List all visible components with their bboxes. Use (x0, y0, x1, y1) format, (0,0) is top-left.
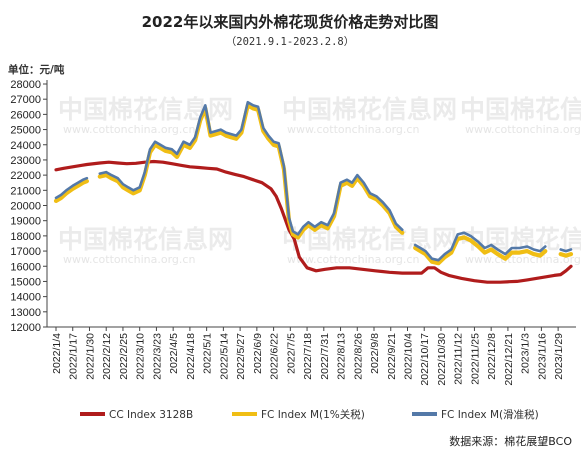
y-tick-labels: 12000 13000 14000 15000 16000 17000 18000 19000… (10, 79, 41, 334)
x-tick-label: 2022/3/23 (151, 333, 163, 380)
series-line-0 (54, 159, 573, 284)
x-tick-label: 2022/4/5 (168, 333, 180, 374)
x-tick-label: 2022/5/14 (218, 333, 230, 380)
watermark-text: 中国棉花信息网 (282, 95, 457, 124)
y-tick-label: 25000 (10, 125, 41, 137)
y-tick-label: 12000 (10, 322, 41, 334)
x-tick-label: 2022/11/12 (453, 333, 465, 385)
chart-title: 2022年以来国内外棉花现货价格走势对比图 (142, 13, 439, 31)
watermark-url: www.cottonchina.org.cn (287, 253, 419, 266)
legend-label-fc-index-1pct: FC Index M(1%关税) (261, 408, 365, 421)
y-tick-label: 27000 (10, 94, 41, 106)
y-tick-label: 26000 (10, 109, 41, 121)
x-tick-label: 2022/6/9 (252, 333, 264, 374)
x-tick-label: 2022/6/22 (269, 333, 281, 380)
y-tick-label: 14000 (10, 292, 41, 304)
watermark-url: www.cottonchina.org.cn (63, 123, 195, 136)
y-axis-unit-label: 单位：元/吨 (8, 63, 65, 76)
x-tick-label: 2022/2/12 (101, 333, 113, 380)
x-tick-label: 2022/2/25 (118, 333, 130, 380)
x-tick-label: 2022/10/30 (436, 333, 448, 386)
y-tick-label: 19000 (10, 216, 41, 228)
watermark-url: www.cottonchina.org.cn (287, 123, 419, 136)
watermark-text: 中国棉花信息网 (282, 225, 457, 254)
x-tick-label: 2022/4/18 (185, 333, 197, 380)
x-tick-label: 2022/8/13 (336, 333, 348, 380)
watermark-url: www.cottonchina.org.cn (465, 123, 581, 136)
x-tick-label: 2022/10/4 (402, 333, 414, 380)
y-tick-label: 23000 (10, 155, 41, 167)
x-tick-label: 2023/1/3 (520, 333, 532, 374)
x-tick-label: 2023/1/29 (553, 333, 565, 380)
y-tick-label: 17000 (10, 246, 41, 258)
legend-label-fc-index-sliding: FC Index M(滑准税) (441, 408, 539, 421)
x-tick-label: 2022/9/21 (386, 333, 398, 380)
x-tick-label: 2023/1/16 (536, 333, 548, 380)
x-tick-label: 2022/7/18 (302, 333, 314, 380)
series-line-2 (54, 100, 573, 262)
y-tick-label: 21000 (10, 185, 41, 197)
x-tick-label: 2022/5/27 (235, 333, 247, 380)
y-tick-label: 22000 (10, 170, 41, 182)
y-tick-label: 15000 (10, 276, 41, 288)
legend: CC Index 3128B FC Index M(1%关税) FC Index… (80, 408, 539, 421)
x-tick-label: 2022/11/25 (469, 333, 481, 385)
x-tick-label: 2022/1/17 (68, 333, 80, 380)
x-tick-label: 2022/1/30 (84, 333, 96, 380)
watermark-text: 中国棉花信息网 (460, 95, 581, 124)
legend-item-fc-index-1pct[interactable]: FC Index M(1%关税) (232, 408, 365, 421)
x-tick-labels: 2022/1/4 2022/1/17 2022/1/30 2022/2/12 2022/… (51, 333, 565, 386)
y-tick-label: 16000 (10, 261, 41, 273)
series-lines (53, 100, 574, 284)
legend-item-fc-index-sliding[interactable]: FC Index M(滑准税) (412, 408, 539, 421)
y-tick-label: 24000 (10, 140, 41, 152)
x-tick-label: 2022/10/17 (419, 333, 431, 386)
axes (43, 80, 576, 331)
x-tick-label: 2022/7/31 (319, 333, 331, 380)
legend-label-cc-index: CC Index 3128B (109, 409, 193, 421)
watermark-url: www.cottonchina.org.cn (465, 253, 581, 266)
watermark-url: www.cottonchina.org.cn (63, 253, 195, 266)
y-tick-label: 20000 (10, 201, 41, 213)
data-source-note: 数据来源：棉花展望BCO (449, 434, 572, 448)
x-tick-label: 2022/3/10 (135, 333, 147, 380)
x-tick-label: 2022/9/8 (369, 333, 381, 374)
x-tick-label: 2022/5/1 (202, 333, 214, 374)
chart-subtitle: （2021.9.1-2023.2.8） (226, 36, 354, 48)
legend-item-cc-index[interactable]: CC Index 3128B (80, 409, 193, 421)
y-tick-label: 13000 (10, 307, 41, 319)
x-tick-label: 2022/12/21 (503, 333, 515, 386)
x-tick-label: 2022/7/5 (285, 333, 297, 374)
watermark-text: 中国棉花信息网 (58, 225, 233, 254)
x-tick-label: 2022/8/26 (352, 333, 364, 380)
y-tick-label: 18000 (10, 231, 41, 243)
x-tick-label: 2022/12/8 (486, 333, 498, 380)
y-tick-label: 28000 (10, 79, 41, 91)
x-tick-label: 2022/1/4 (51, 333, 63, 374)
